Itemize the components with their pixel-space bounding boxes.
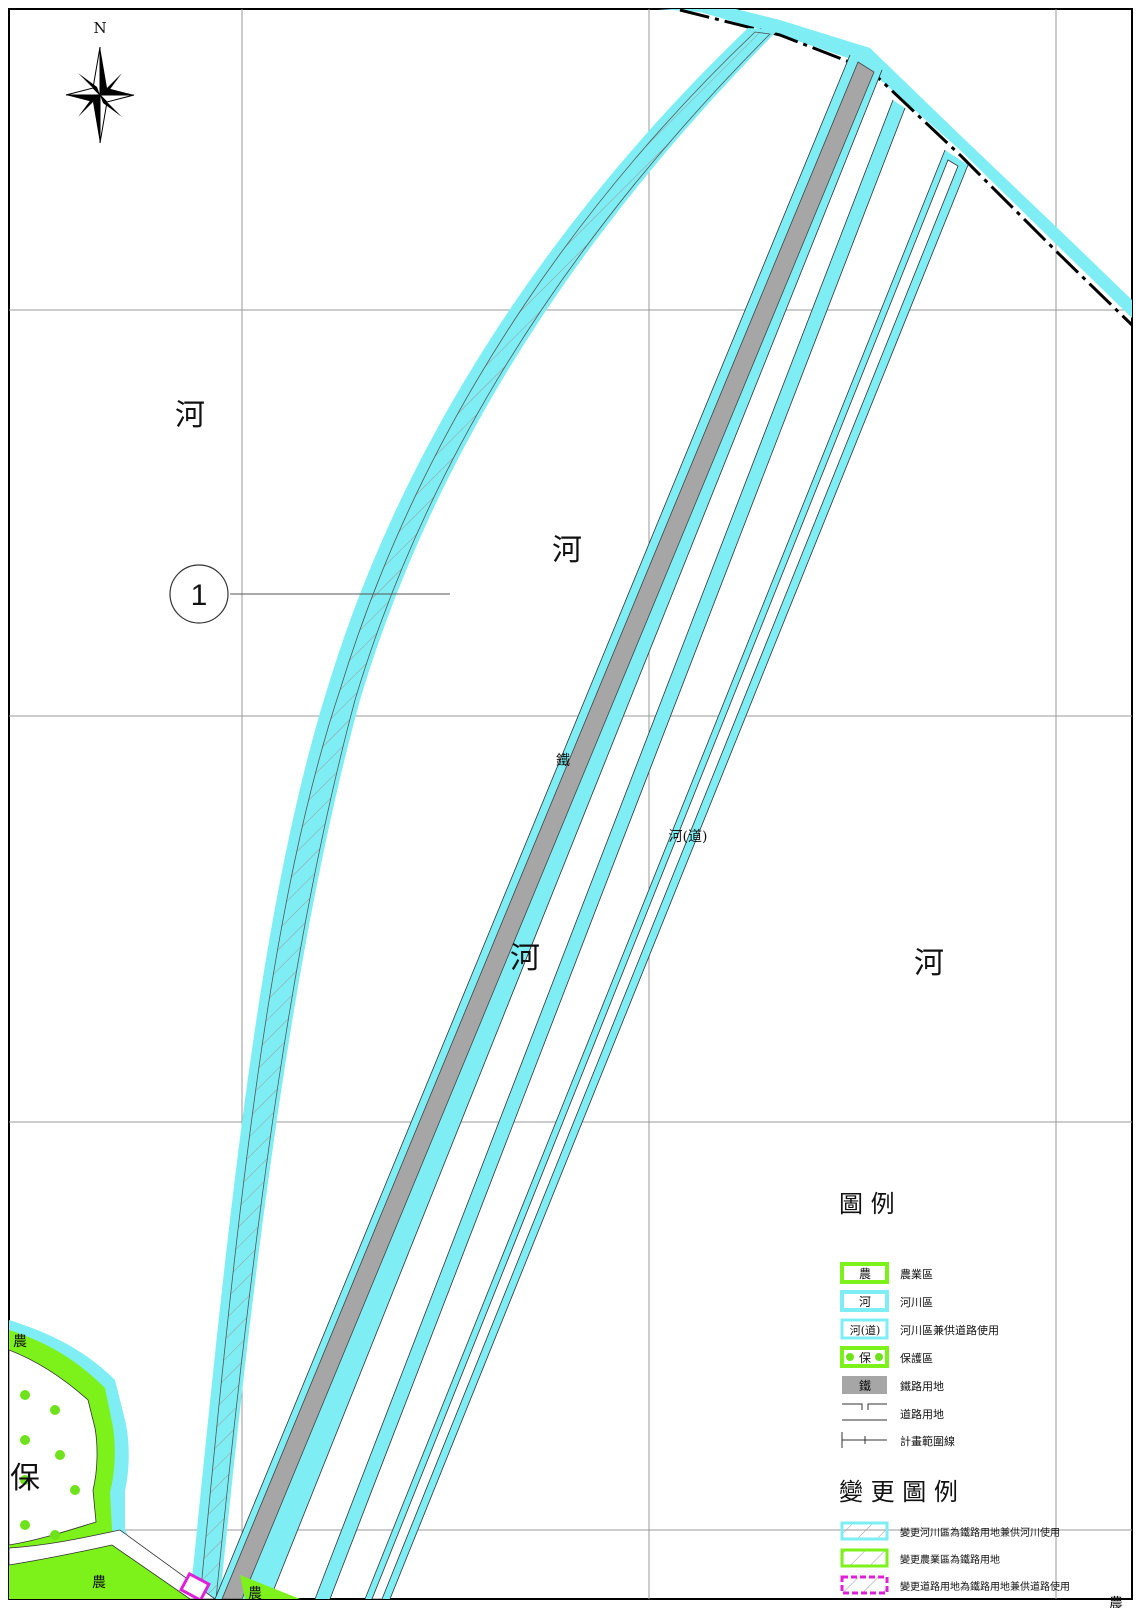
- change-label-road-rail: 變更道路用地為鐵路用地兼供道路使用: [900, 1580, 1070, 1593]
- label-agri-1: 農: [13, 1334, 27, 1350]
- change-label-agri-rail: 變更農業區為鐵路用地: [900, 1553, 1000, 1566]
- legend-item-agri: 農 農業區: [840, 1262, 933, 1284]
- callout-number: 1: [191, 579, 208, 612]
- legend-item-protection: 保 保護區: [840, 1346, 933, 1368]
- legend-symbol-agri: 農: [859, 1267, 871, 1281]
- label-river-2: 河: [552, 533, 582, 568]
- protection-dots: [20, 1390, 80, 1540]
- change-area-hatch: [199, 31, 771, 1599]
- label-river-road: 河(道): [669, 829, 708, 845]
- change-item-road-rail: 變更道路用地為鐵路用地兼供道路使用: [840, 1575, 1070, 1595]
- legend-title: 圖 例: [839, 1190, 895, 1218]
- legend-label-river-road: 河川區兼供道路使用: [900, 1323, 999, 1337]
- change-road-marker: [179, 1571, 211, 1599]
- agri-road: [9, 1529, 216, 1599]
- legend: 圖 例 農 農業區 河 河川區 河(道) 河川區兼供道路使用 保 保護區 鐵 鐵…: [839, 1190, 1070, 1595]
- river-road-inner: [371, 159, 959, 1599]
- protection-zone: [9, 1349, 98, 1546]
- label-railway: 鐵: [556, 752, 570, 769]
- legend-label-railway: 鐵路用地: [900, 1379, 944, 1393]
- label-agri-4: 農: [1109, 1596, 1123, 1608]
- label-protection: 保: [10, 1461, 40, 1496]
- legend-item-railway: 鐵 鐵路用地: [842, 1376, 944, 1394]
- legend-label-boundary: 計畫範圍線: [900, 1434, 955, 1448]
- legend-label-road: 道路用地: [900, 1407, 944, 1421]
- change-item-agri-rail: 變更農業區為鐵路用地: [840, 1548, 1000, 1568]
- legend-symbol-railway: 鐵: [859, 1378, 871, 1393]
- change-label-river-rail: 變更河川區為鐵路用地兼供河川使用: [900, 1526, 1060, 1539]
- strip-outlines: [214, 54, 969, 1599]
- label-agri-2: 農: [92, 1575, 106, 1591]
- north-label: N: [93, 19, 106, 37]
- legend-label-agri: 農業區: [900, 1267, 933, 1281]
- change-item-river-rail: 變更河川區為鐵路用地兼供河川使用: [840, 1521, 1060, 1541]
- legend-item-river-road: 河(道) 河川區兼供道路使用: [840, 1318, 999, 1340]
- legend-label-river: 河川區: [900, 1296, 933, 1309]
- label-river-4: 河: [914, 946, 944, 981]
- legend-symbol-protection: 保: [859, 1351, 871, 1365]
- change-legend-title: 變 更 圖 例: [839, 1478, 958, 1506]
- label-river-1: 河: [175, 398, 205, 433]
- label-agri-3: 農: [248, 1586, 262, 1602]
- river-strip-2: [315, 100, 905, 1599]
- legend-item-boundary: 計畫範圍線: [841, 1432, 955, 1448]
- railway-band: [221, 61, 875, 1599]
- legend-item-river: 河 河川區: [840, 1290, 933, 1312]
- legend-symbol-river-road: 河(道): [850, 1323, 881, 1337]
- legend-label-protection: 保護區: [900, 1351, 933, 1365]
- legend-symbol-river: 河: [859, 1295, 871, 1309]
- legend-item-road: 道路用地: [842, 1403, 944, 1421]
- north-arrow-icon: [65, 46, 135, 144]
- label-river-3: 河: [510, 941, 540, 976]
- callout-1: 1: [169, 564, 450, 624]
- agri-zone-right: [240, 1575, 300, 1599]
